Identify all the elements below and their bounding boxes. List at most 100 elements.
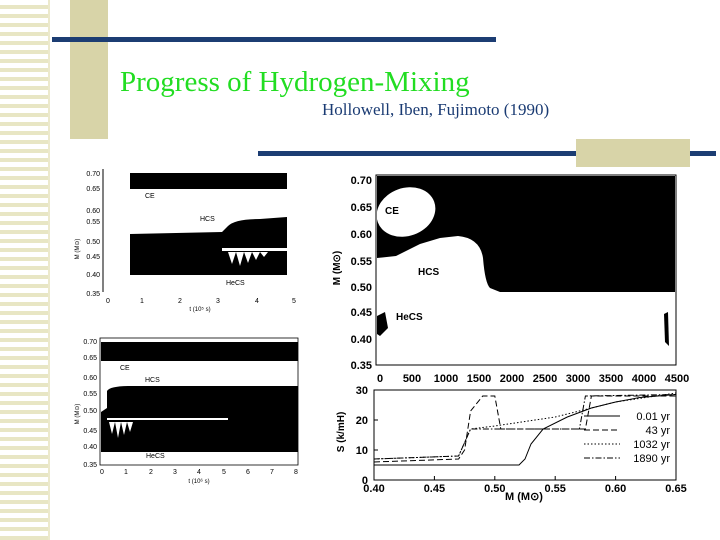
xtick-label: 2500	[533, 373, 557, 385]
xtick-label: 4000	[632, 373, 656, 385]
annotation-hecs: HeCS	[396, 312, 423, 323]
xtick-label: 0.40	[363, 483, 384, 495]
xtick-label: 0.60	[605, 483, 626, 495]
ytick-label: 0.60	[86, 208, 100, 215]
annotation-hcs: HCS	[145, 377, 160, 384]
ytick-label: 0.50	[86, 239, 100, 246]
hcs-region	[130, 217, 287, 275]
xtick-label: 3500	[599, 373, 623, 385]
ytick-label: 0.45	[351, 307, 372, 319]
accent-block-right	[576, 139, 690, 167]
annotation-hecs: HeCS	[226, 280, 245, 287]
xtick-label: 1500	[467, 373, 491, 385]
ce-region	[101, 342, 298, 361]
annotation-ce: CE	[145, 193, 155, 200]
ytick-label: 0.50	[83, 408, 97, 415]
xtick-label: 3	[216, 298, 220, 305]
xtick-label: 0.50	[484, 483, 505, 495]
right-spike	[664, 312, 669, 346]
entropy-xlabel: M (M⊙)	[505, 491, 543, 503]
figure-right-top-ylabel: M (M⊙)	[332, 251, 343, 285]
annotation-hcs: HCS	[418, 267, 439, 278]
ytick-label: 0.40	[351, 334, 372, 346]
xtick-label: 500	[403, 373, 421, 385]
series-line	[373, 395, 676, 463]
ytick-label: 0.60	[83, 375, 97, 382]
left-stripe-pattern	[0, 0, 48, 540]
ytick-label: 0.70	[351, 175, 372, 187]
figure-right-top: M (M⊙) 0.70 0.65 0.60 0.55 0.50 0.45 0.4…	[330, 168, 690, 388]
annotation-ce: CE	[120, 365, 130, 372]
annotation-ce: CE	[385, 206, 399, 217]
xtick-label: 1	[140, 298, 144, 305]
slide-title: Progress of Hydrogen-Mixing	[120, 66, 470, 98]
slide-subtitle: Hollowell, Iben, Fujimoto (1990)	[322, 100, 550, 119]
ytick-label: 0.65	[351, 202, 372, 214]
xtick-label: 3000	[566, 373, 590, 385]
xtick-label: 4500	[665, 373, 689, 385]
accent-block-top-left	[70, 0, 108, 139]
hecs-fingers	[228, 252, 268, 266]
xtick-label: 2	[178, 298, 182, 305]
left-stripe-edge	[48, 0, 50, 540]
xtick-label: 5	[292, 298, 296, 305]
xtick-label: 3	[173, 469, 177, 476]
ytick-label: 0.55	[86, 219, 100, 226]
figure-bottom-left: M (M⊙) 0.70 0.65 0.60 0.55 0.50 0.45 0.4…	[70, 334, 310, 490]
figure-bottom-left-xlabel: t (10⁶ s)	[188, 478, 209, 485]
ce-region	[130, 173, 287, 189]
xtick-label: 0	[106, 298, 110, 305]
figure-bottom-left-ylabel: M (M⊙)	[75, 404, 81, 425]
ytick-label: 20	[356, 415, 368, 427]
xtick-label: 7	[270, 469, 274, 476]
xtick-label: 5	[222, 469, 226, 476]
xtick-label: 0.45	[424, 483, 445, 495]
ytick-label: 0.45	[83, 428, 97, 435]
series-line	[374, 394, 677, 466]
legend-label: 0.01 yr	[636, 411, 670, 423]
legend-label: 43 yr	[646, 425, 671, 437]
series-line	[373, 394, 677, 460]
ytick-label: 0.65	[83, 355, 97, 362]
entropy-ylabel: S (k/mH)	[336, 412, 347, 453]
ytick-label: 0.35	[351, 360, 372, 372]
figure-top-left: M (M⊙) 0.70 0.65 0.60 0.55 0.50 0.45 0.4…	[70, 164, 310, 314]
xtick-label: 0.55	[544, 483, 565, 495]
xtick-label: 2	[149, 469, 153, 476]
legend-label: 1032 yr	[633, 439, 670, 451]
ytick-label: 0.65	[86, 186, 100, 193]
plot-frame	[373, 389, 677, 481]
ytick-label: 0.35	[83, 462, 97, 469]
ytick-label: 0.55	[351, 256, 372, 268]
hecs-fingers	[109, 422, 133, 438]
xtick-label: 4	[255, 298, 259, 305]
title-rule-top	[52, 37, 496, 42]
xtick-label: 2000	[500, 373, 524, 385]
ytick-label: 0	[362, 475, 368, 487]
entropy-chart: S (k/mH) M (M⊙) 0 10 20 30 0.40 0.45 0.50 0.55 0…	[330, 384, 690, 504]
ytick-label: 10	[356, 445, 368, 457]
ytick-label: 0.35	[86, 291, 100, 298]
ytick-label: 0.55	[83, 391, 97, 398]
ytick-label: 0.40	[86, 272, 100, 279]
xtick-label: 4	[197, 469, 201, 476]
ce-bubble	[376, 187, 436, 237]
xtick-label: 1	[124, 469, 128, 476]
xtick-label: 0.65	[665, 483, 686, 495]
ytick-label: 0.50	[351, 282, 372, 294]
xtick-label: 0	[377, 373, 383, 385]
figure-top-left-xlabel: t (10⁵ s)	[189, 306, 210, 313]
legend-label: 1890 yr	[633, 453, 670, 465]
figure-top-left-ylabel: M (M⊙)	[75, 239, 81, 260]
dark-region	[377, 176, 675, 292]
ytick-label: 0.45	[86, 254, 100, 261]
xtick-label: 8	[294, 469, 298, 476]
xtick-label: 6	[246, 469, 250, 476]
ytick-label: 0.60	[351, 229, 372, 241]
title-rule-bottom	[258, 151, 716, 156]
ytick-label: 0.70	[86, 171, 100, 178]
annotation-hcs: HCS	[200, 216, 215, 223]
xtick-label: 0	[100, 469, 104, 476]
ytick-label: 0.70	[83, 339, 97, 346]
ytick-label: 0.40	[83, 444, 97, 451]
